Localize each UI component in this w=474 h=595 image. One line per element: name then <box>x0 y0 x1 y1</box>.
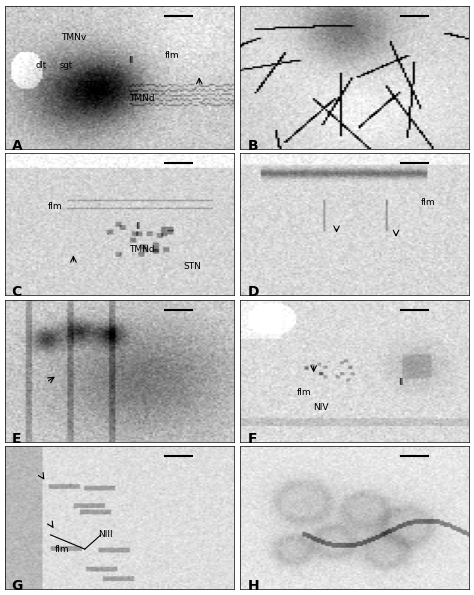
Text: STN: STN <box>183 262 201 271</box>
Text: H: H <box>247 579 259 593</box>
Text: flm: flm <box>48 202 63 211</box>
Text: C: C <box>11 286 22 299</box>
Text: G: G <box>11 579 23 593</box>
Text: flm: flm <box>421 198 436 207</box>
Text: TMNd: TMNd <box>129 94 155 103</box>
Text: flm: flm <box>164 51 179 60</box>
Text: II: II <box>398 378 403 387</box>
Text: flm: flm <box>55 544 69 553</box>
Text: flm: flm <box>297 388 312 397</box>
Text: TMNv: TMNv <box>61 33 86 42</box>
Text: dlt: dlt <box>36 61 47 70</box>
Text: B: B <box>247 139 258 152</box>
Text: E: E <box>11 432 21 446</box>
Text: D: D <box>247 286 259 299</box>
Text: A: A <box>11 139 22 152</box>
Text: NIV: NIV <box>313 403 328 412</box>
Text: NIII: NIII <box>98 530 113 540</box>
Text: sgt: sgt <box>60 61 73 70</box>
Text: STN: STN <box>83 82 100 90</box>
Text: TMNd: TMNd <box>129 245 155 254</box>
Text: F: F <box>247 432 257 446</box>
Text: II: II <box>128 55 133 65</box>
Text: II: II <box>135 223 140 231</box>
